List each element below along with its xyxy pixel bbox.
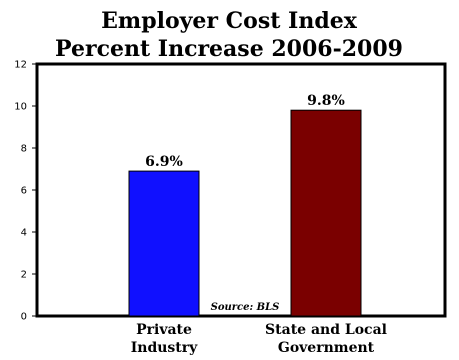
y-tick-label: 8 [21,144,27,155]
category-label-2-line-1: State and Local [265,322,387,338]
y-axis: 0 2 4 6 8 10 12 [14,60,37,323]
bar-2 [290,109,362,317]
category-label-2-line-2: Government [278,340,375,356]
y-tick-label: 4 [21,228,27,239]
category-labels: Private Industry State and Local Government [131,322,387,356]
source-annotation: Source: BLS [211,302,280,313]
bars: 6.9% 9.8% [128,93,362,317]
plot-frame [35,62,447,318]
y-tick-label: 10 [14,102,27,113]
data-label-1: 6.9% [145,154,183,170]
category-label-1-line-1: Private [136,322,192,338]
data-label-2: 9.8% [307,93,345,109]
bar-1 [128,170,200,317]
y-tick-label: 0 [21,312,27,323]
y-tick-label: 6 [21,186,27,197]
chart-title-line-2: Percent Increase 2006-2009 [55,36,403,62]
y-tick-label: 12 [14,60,27,71]
category-label-1-line-2: Industry [131,340,198,356]
chart-title-line-1: Employer Cost Index [101,8,358,34]
y-tick-label: 2 [21,270,27,281]
